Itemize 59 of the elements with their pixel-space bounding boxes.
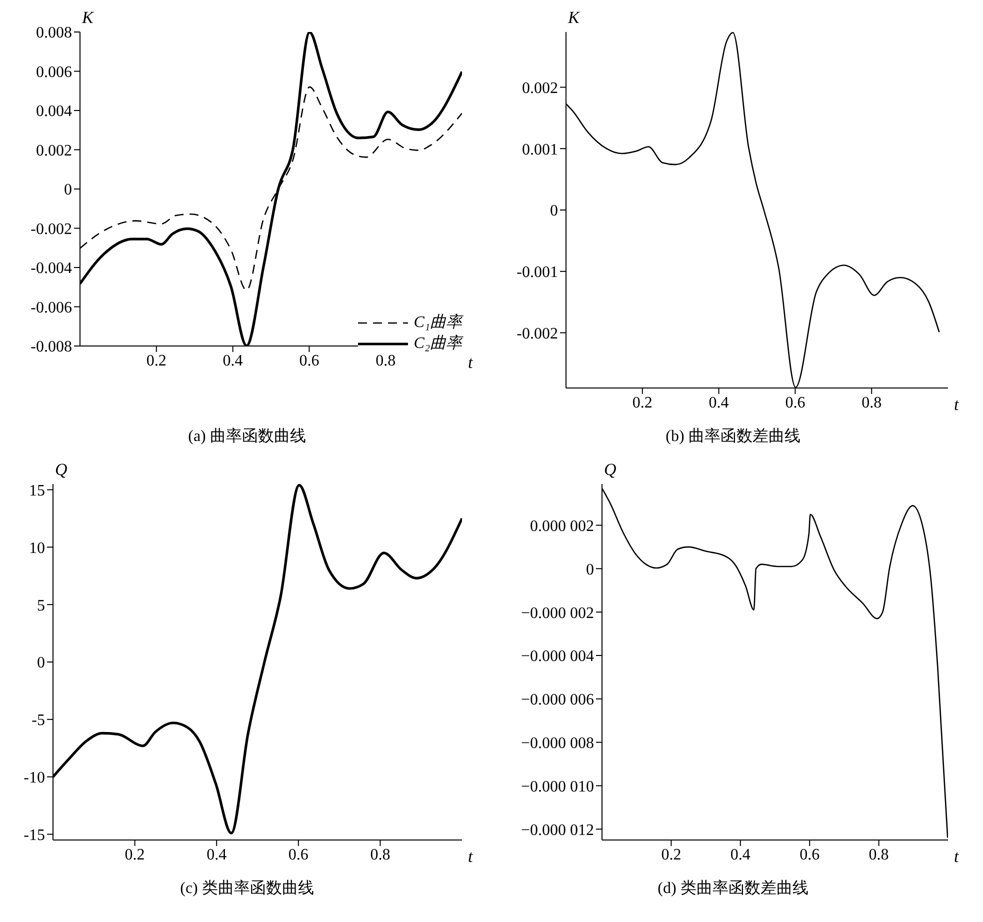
y-axis-title: K xyxy=(568,8,580,28)
y-tick-label: −0.000 004 xyxy=(520,648,594,666)
legend-label: C₂曲率 xyxy=(414,334,462,354)
x-tick-label: 0.6 xyxy=(800,846,820,864)
y-tick-label: 0 xyxy=(550,202,558,220)
text: (c) 类曲率函数曲线 xyxy=(179,878,315,899)
y-tick-label: -0.004 xyxy=(30,260,72,278)
text: (d) 类曲率函数差曲线 xyxy=(656,878,810,899)
x-tick-label: 0.2 xyxy=(124,846,145,864)
y-tick-label: -0.002 xyxy=(30,220,72,238)
text: (a) 曲率函数曲线 xyxy=(187,426,307,447)
x-axis-title: t xyxy=(468,847,474,866)
x-axis-title: t xyxy=(954,847,960,866)
y-tick-label: 0 xyxy=(37,654,45,672)
y-tick-label: −0.000 002 xyxy=(520,604,594,622)
y-axis-title: K xyxy=(82,8,94,28)
y-tick-label: 0.000 002 xyxy=(530,518,594,535)
x-tick-label: 0.8 xyxy=(376,352,396,370)
x-tick-label: 0.8 xyxy=(862,394,882,412)
y-axis-title: Q xyxy=(55,460,68,480)
x-tick-label: 0.2 xyxy=(632,394,652,412)
y-tick-label: -0.006 xyxy=(30,299,72,316)
y-tick-label: 5 xyxy=(37,597,45,614)
y-tick-label: 0.006 xyxy=(36,64,72,81)
y-tick-label: −0.000 010 xyxy=(520,778,594,796)
x-tick-label: 0.4 xyxy=(708,394,729,412)
legend-label: C₁曲率 xyxy=(414,312,462,333)
y-tick-label: −0.000 012 xyxy=(520,822,594,839)
x-tick-label: 0.2 xyxy=(661,846,682,864)
x-tick-label: 0.6 xyxy=(299,352,320,370)
y-tick-label: 0.002 xyxy=(522,80,558,97)
y-tick-label: −0.000 006 xyxy=(520,692,594,709)
y-tick-label: 0 xyxy=(64,182,72,199)
y-tick-label: 0 xyxy=(586,561,594,578)
y-tick-label: −0.000 008 xyxy=(520,734,594,752)
x-tick-label: 0.4 xyxy=(222,352,243,370)
y-tick-label: -10 xyxy=(24,770,45,787)
x-axis-title: t xyxy=(954,395,960,414)
x-tick-label: 0.8 xyxy=(370,846,390,864)
y-tick-label: 10 xyxy=(29,540,45,557)
x-tick-label: 0.4 xyxy=(206,846,227,864)
x-tick-label: 0.6 xyxy=(288,846,308,864)
y-tick-label: -0.008 xyxy=(30,338,72,356)
y-tick-label: 15 xyxy=(29,482,45,500)
y-tick-label: 0.002 xyxy=(36,142,72,160)
x-tick-label: 0.4 xyxy=(730,846,750,864)
text: (b) 曲率函数差曲线 xyxy=(664,426,802,447)
x-axis-title: t xyxy=(468,353,474,372)
x-tick-label: 0.8 xyxy=(868,846,889,864)
y-tick-label: -15 xyxy=(24,826,45,844)
y-tick-label: 0.004 xyxy=(36,103,72,120)
y-tick-label: -5 xyxy=(32,712,45,730)
y-tick-label: -0.001 xyxy=(516,264,558,282)
y-tick-label: -0.002 xyxy=(516,325,558,342)
y-tick-label: 0.008 xyxy=(36,24,72,42)
y-tick-label: 0.001 xyxy=(522,141,558,158)
x-tick-label: 0.2 xyxy=(146,352,166,370)
x-tick-label: 0.6 xyxy=(785,394,806,412)
y-axis-title: Q xyxy=(604,460,616,480)
